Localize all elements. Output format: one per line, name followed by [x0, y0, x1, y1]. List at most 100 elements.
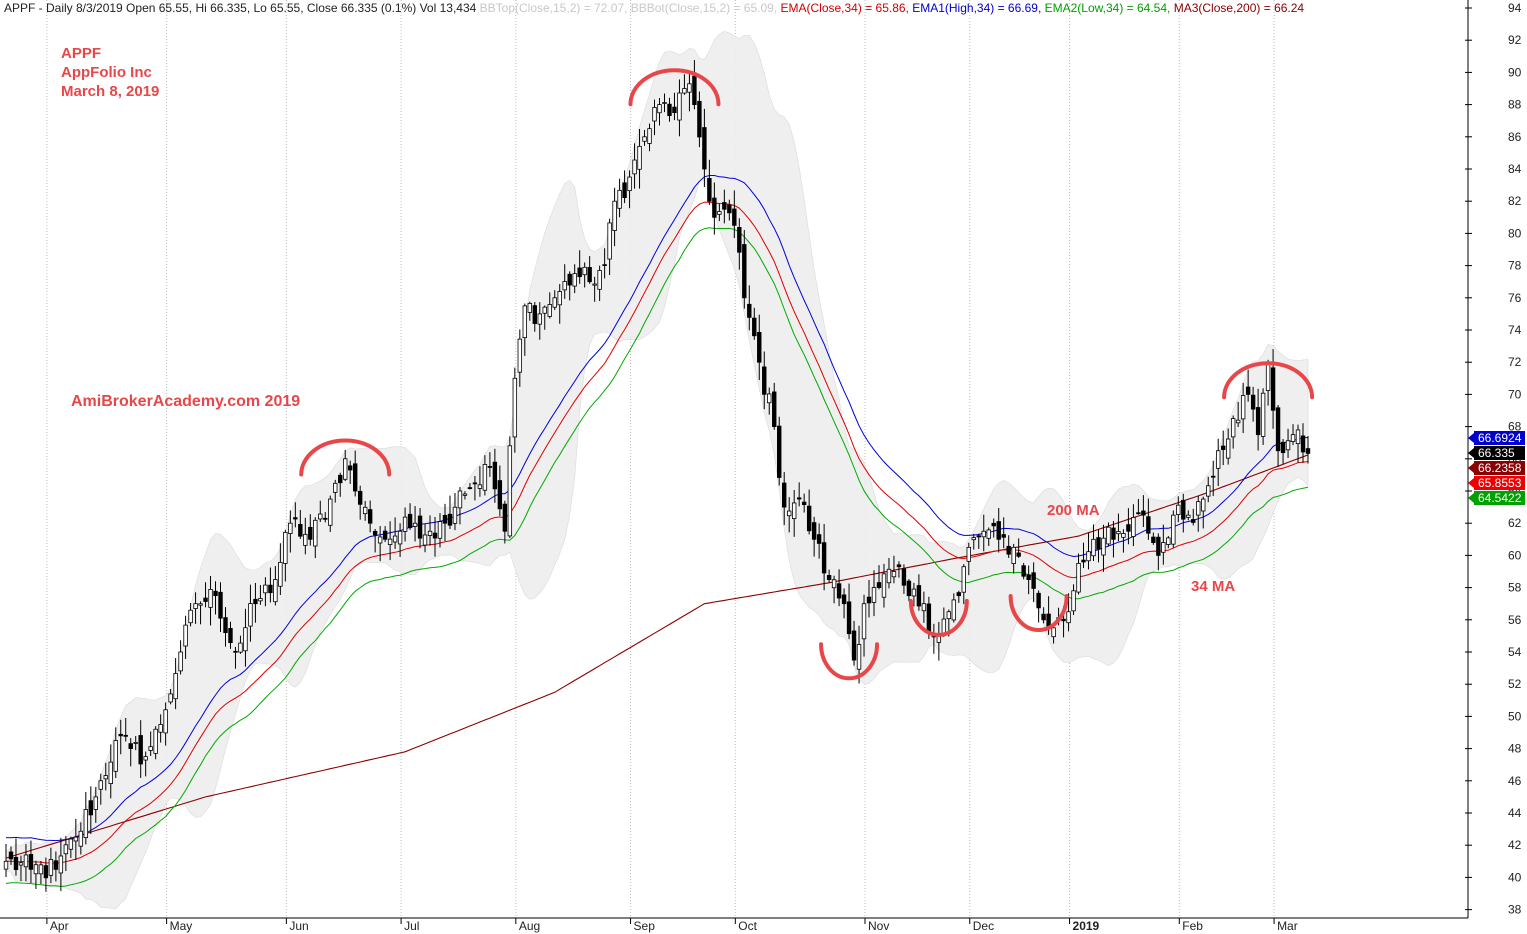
value-tag-background [1474, 476, 1525, 490]
candle-body [343, 458, 348, 480]
candle-body [841, 594, 847, 605]
x-tick-label: Dec [973, 919, 994, 933]
candle-body [1255, 407, 1261, 436]
candle-body [457, 490, 463, 509]
candle-body [692, 75, 697, 105]
y-tick-label: 92 [1508, 33, 1522, 47]
candle-body [338, 474, 343, 484]
candle-body [1181, 499, 1186, 520]
candle-body [752, 317, 757, 337]
candle-body [372, 530, 378, 536]
candle-body [1081, 559, 1086, 563]
company-name: AppFolio Inc [61, 64, 152, 81]
value-tag-background [1474, 461, 1525, 475]
candle-body [846, 601, 852, 635]
candle-body [407, 513, 413, 529]
candle-body [762, 366, 767, 395]
candle-body [273, 579, 278, 603]
candle-body [1300, 435, 1306, 453]
candle-body [158, 724, 163, 733]
candle-body [477, 484, 483, 489]
candle-body [447, 513, 453, 526]
x-tick-label: Sep [634, 919, 656, 933]
candle-body [128, 743, 133, 750]
chart-date: March 8, 2019 [61, 83, 159, 100]
candle-body [737, 227, 742, 253]
candle-body [836, 583, 842, 599]
candle-body [976, 535, 981, 538]
candle-body [717, 211, 722, 215]
candle-body [567, 273, 572, 286]
candle-body [1230, 418, 1236, 438]
candle-body [597, 270, 602, 290]
candle-body [826, 575, 832, 580]
candle-body [263, 584, 268, 594]
y-tick-label: 84 [1508, 162, 1522, 176]
candle-body [1186, 514, 1191, 518]
y-tick-label: 88 [1508, 98, 1522, 112]
candle-body [682, 88, 687, 94]
candle-body [1166, 537, 1171, 545]
candle-body [946, 611, 952, 620]
top-pattern-arc [1222, 361, 1315, 400]
candle-body [113, 740, 118, 772]
header-segment: EMA(Close,34) = 65.86, [780, 1, 912, 15]
candle-body [208, 589, 213, 608]
y-tick-label: 56 [1508, 613, 1522, 627]
x-tick-label: Oct [738, 919, 757, 933]
candle-body [258, 598, 263, 602]
candle-body [467, 487, 473, 490]
watermark-text: AmiBrokerAcademy.com 2019 [71, 393, 300, 410]
value-tag-background [1474, 431, 1525, 445]
candle-body [667, 103, 672, 116]
candle-body [392, 535, 398, 543]
candle-body [1245, 386, 1251, 395]
candle-body [93, 796, 98, 810]
candle-body [1260, 392, 1266, 437]
candle-body [747, 303, 752, 318]
candle-body [382, 530, 388, 540]
candle-body [357, 490, 363, 505]
candle-body [851, 630, 857, 661]
candle-body [313, 519, 318, 547]
candle-body [906, 580, 912, 597]
candle-body [1041, 613, 1046, 621]
candle-body [472, 482, 478, 485]
candle-body [592, 283, 597, 286]
candle-body [562, 281, 567, 291]
candle-body [542, 306, 547, 314]
candle-body [188, 609, 193, 624]
candle-body [572, 273, 577, 287]
candle-body [402, 516, 408, 532]
bollinger-band [5, 31, 1309, 910]
candle-body [881, 573, 887, 598]
bottom-pattern-arc [819, 642, 880, 681]
candle-body [18, 862, 24, 866]
candle-body [48, 859, 54, 876]
value-tag: 65.8553 [1468, 476, 1525, 490]
value-tag-pointer [1468, 478, 1474, 488]
candle-body [78, 830, 84, 847]
candle-body [1151, 536, 1156, 543]
candle-body [1146, 516, 1151, 534]
candle-body [522, 305, 528, 338]
candle-body [821, 542, 827, 574]
candle-body [88, 800, 94, 816]
candle-body [1071, 590, 1076, 612]
indicator-lines-layer [5, 175, 1309, 888]
y-tick-label: 38 [1508, 903, 1522, 917]
candle-body [806, 505, 812, 532]
candle-body [298, 524, 303, 537]
candle-body [1036, 592, 1041, 609]
y-tick-label: 46 [1508, 774, 1522, 788]
candle-body [816, 534, 822, 544]
y-tick-label: 86 [1508, 130, 1522, 144]
candle-body [577, 267, 582, 278]
y-tick-label: 48 [1508, 742, 1522, 756]
candle-body [73, 836, 79, 842]
x-tick-label: 2019 [1073, 919, 1100, 933]
candle-body [986, 529, 991, 539]
candle-body [28, 854, 34, 870]
candle-body [1270, 367, 1276, 411]
candle-body [871, 587, 877, 603]
